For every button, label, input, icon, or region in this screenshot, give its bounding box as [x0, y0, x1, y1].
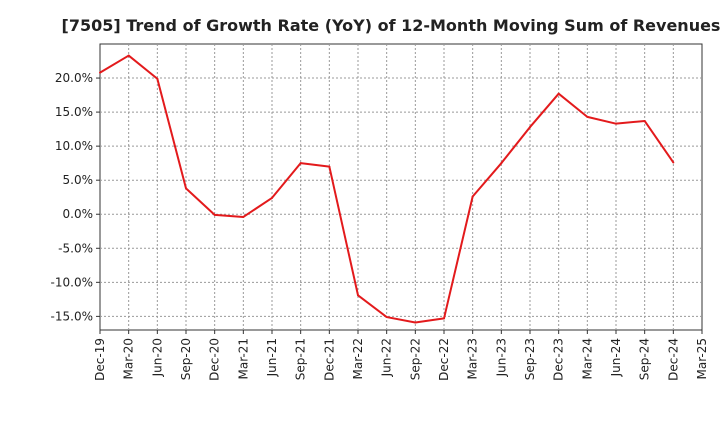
- x-tick-label: Sep-22: [408, 338, 422, 380]
- data-point: [99, 71, 101, 74]
- x-tick-label: Jun-22: [380, 338, 394, 377]
- x-tick-label: Sep-20: [179, 338, 193, 380]
- data-point: [672, 161, 675, 164]
- y-axis-ticks: 20.0% 15.0% 10.0% 5.0% 0.0% -5.0% -10.0% -15.0%: [51, 71, 100, 323]
- x-tick-label: Mar-25: [695, 338, 709, 379]
- data-point: [271, 196, 273, 199]
- data-point: [414, 321, 417, 324]
- y-tick-label: -5.0%: [58, 241, 93, 255]
- data-point: [299, 162, 302, 165]
- plot-area: [99, 43, 703, 331]
- x-tick-label: Dec-24: [666, 338, 680, 381]
- series-layer: [99, 54, 675, 324]
- x-tick-label: Mar-24: [580, 338, 594, 379]
- x-tick-label: Sep-23: [523, 338, 537, 380]
- data-point: [328, 165, 331, 168]
- x-tick-label: Jun-21: [265, 338, 279, 377]
- data-point: [500, 162, 503, 165]
- data-point: [357, 294, 359, 297]
- data-point: [529, 126, 531, 129]
- y-tick-label: 5.0%: [63, 173, 94, 187]
- data-point: [213, 213, 216, 216]
- data-point: [242, 215, 245, 218]
- data-point: [643, 119, 646, 122]
- y-tick-label: -15.0%: [51, 309, 93, 323]
- x-tick-label: Mar-22: [351, 338, 365, 379]
- x-tick-label: Sep-24: [638, 338, 652, 380]
- data-point: [615, 122, 617, 125]
- data-point: [557, 92, 560, 95]
- y-tick-label: 0.0%: [63, 207, 94, 221]
- x-tick-label: Mar-21: [236, 338, 250, 379]
- y-tick-label: 15.0%: [55, 105, 93, 119]
- x-tick-label: Mar-20: [122, 338, 136, 379]
- grid: [100, 44, 702, 330]
- data-point: [156, 77, 159, 80]
- x-tick-label: Mar-23: [466, 338, 480, 379]
- data-point: [471, 195, 474, 198]
- data-point: [385, 316, 388, 319]
- x-tick-label: Jun-23: [494, 338, 508, 377]
- y-tick-label: 20.0%: [55, 71, 93, 85]
- x-tick-label: Dec-22: [437, 338, 451, 381]
- x-tick-label: Dec-23: [552, 338, 566, 381]
- data-point: [185, 187, 187, 190]
- x-tick-label: Dec-19: [93, 338, 107, 381]
- chart-title: [7505] Trend of Growth Rate (YoY) of 12-…: [62, 16, 720, 35]
- x-tick-label: Dec-20: [208, 338, 222, 381]
- data-point: [127, 54, 130, 57]
- x-tick-label: Sep-21: [294, 338, 308, 380]
- x-axis-ticks: Dec-19 Mar-20 Jun-20 Sep-20 Dec-20 Mar-21 Jun-…: [93, 330, 709, 381]
- x-tick-label: Jun-24: [609, 338, 623, 377]
- data-point: [443, 317, 445, 320]
- y-tick-label: -10.0%: [51, 275, 93, 289]
- x-tick-label: Jun-20: [150, 338, 164, 377]
- x-tick-label: Dec-21: [322, 338, 336, 381]
- data-point: [586, 115, 589, 118]
- y-tick-label: 10.0%: [55, 139, 93, 153]
